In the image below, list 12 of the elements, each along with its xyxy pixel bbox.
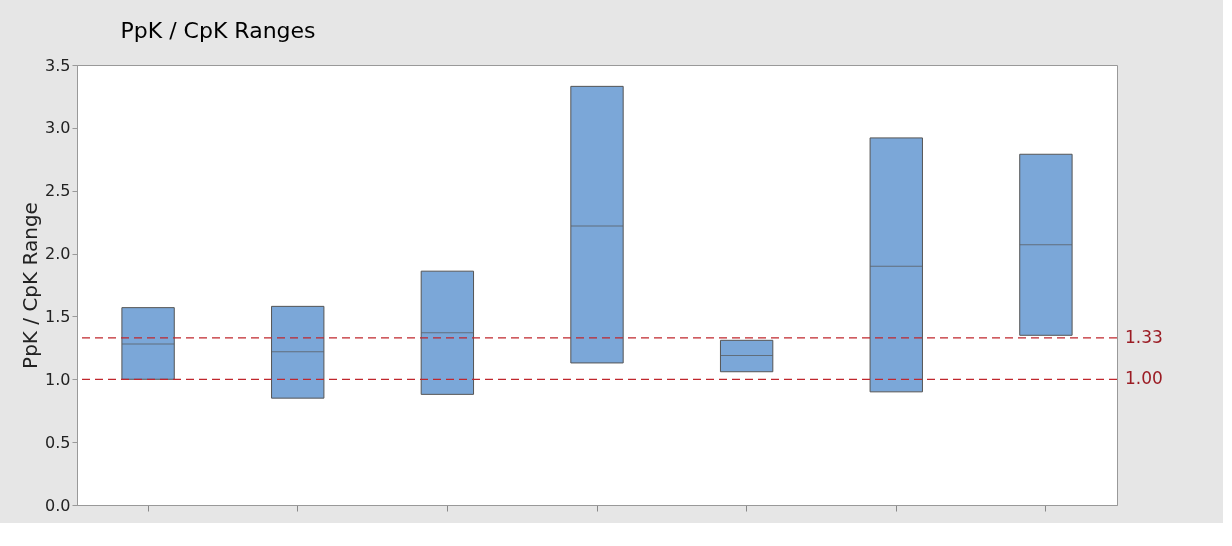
y-tick-label: 3.0 [45,118,71,138]
ref-line-label: 1.00 [1125,368,1163,389]
y-tick-label: 1.5 [45,306,71,326]
y-tick-label: 1.0 [45,369,71,389]
y-tick-label: 0.5 [45,432,71,452]
y-axis-title: PpK / CpK Range [18,202,43,369]
y-tick-label: 2.5 [45,181,71,201]
y-tick-label: 0.0 [45,495,71,515]
y-tick-label: 2.0 [45,244,71,264]
chart-title: PpK / CpK Ranges [120,18,316,43]
y-tick-label: 3.5 [45,55,71,75]
ref-line-label: 1.33 [1125,326,1163,347]
